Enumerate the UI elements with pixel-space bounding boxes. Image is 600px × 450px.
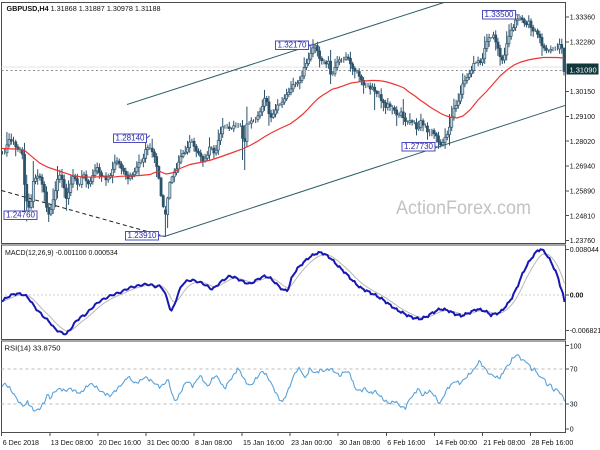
svg-text:-0.006821: -0.006821: [570, 328, 600, 335]
svg-text:6 Feb 16:00: 6 Feb 16:00: [387, 439, 425, 447]
svg-text:1.27730: 1.27730: [404, 142, 434, 151]
svg-text:30 Jan 08:00: 30 Jan 08:00: [339, 439, 380, 447]
svg-text:13 Dec 08:00: 13 Dec 08:00: [51, 439, 93, 447]
svg-text:15 Jan 16:00: 15 Jan 16:00: [243, 439, 284, 447]
svg-text:1.23760: 1.23760: [570, 238, 595, 245]
svg-text:1.32170: 1.32170: [278, 41, 308, 50]
svg-text:70: 70: [570, 367, 578, 374]
svg-text:1.25890: 1.25890: [570, 188, 595, 195]
svg-text:RSI(14) 33.8750: RSI(14) 33.8750: [5, 346, 61, 353]
svg-text:GBPUSD,H4 1.31868 1.31887 1.3: GBPUSD,H4 1.31868 1.31887 1.30978 1.3118…: [7, 4, 161, 13]
svg-text:8 Jan 08:00: 8 Jan 08:00: [195, 439, 232, 447]
svg-text:0.008044: 0.008044: [570, 247, 599, 254]
svg-text:1.28020: 1.28020: [570, 139, 595, 146]
svg-text:1.29100: 1.29100: [570, 114, 595, 121]
svg-text:1.24810: 1.24810: [570, 213, 595, 220]
svg-text:6 Dec 2018: 6 Dec 2018: [3, 439, 39, 447]
svg-text:0: 0: [570, 427, 574, 434]
svg-text:1.32280: 1.32280: [570, 39, 595, 46]
svg-text:1.28140: 1.28140: [116, 134, 146, 143]
svg-text:1.31090: 1.31090: [570, 65, 597, 74]
svg-text:1.33500: 1.33500: [485, 10, 515, 19]
svg-text:100: 100: [570, 343, 582, 350]
svg-text:ActionForex.com: ActionForex.com: [396, 198, 531, 219]
svg-text:1.30150: 1.30150: [570, 89, 595, 96]
svg-text:1.23910: 1.23910: [128, 231, 158, 240]
svg-text:14 Feb 00:00: 14 Feb 00:00: [435, 439, 477, 447]
svg-text:20 Dec 16:00: 20 Dec 16:00: [99, 439, 141, 447]
svg-text:0.00: 0.00: [570, 293, 584, 300]
svg-text:28 Feb 16:00: 28 Feb 16:00: [532, 439, 574, 447]
svg-text:1.24760: 1.24760: [6, 211, 36, 220]
svg-text:1.33360: 1.33360: [570, 15, 595, 22]
svg-text:MACD(12,26,9) -0.001100 0.0005: MACD(12,26,9) -0.001100 0.000534: [5, 250, 118, 257]
svg-text:23 Jan 00:00: 23 Jan 00:00: [291, 439, 332, 447]
svg-text:21 Feb 08:00: 21 Feb 08:00: [483, 439, 525, 447]
svg-text:30: 30: [570, 402, 578, 409]
svg-text:31 Dec 00:00: 31 Dec 00:00: [147, 439, 189, 447]
svg-text:1.26940: 1.26940: [570, 164, 595, 171]
